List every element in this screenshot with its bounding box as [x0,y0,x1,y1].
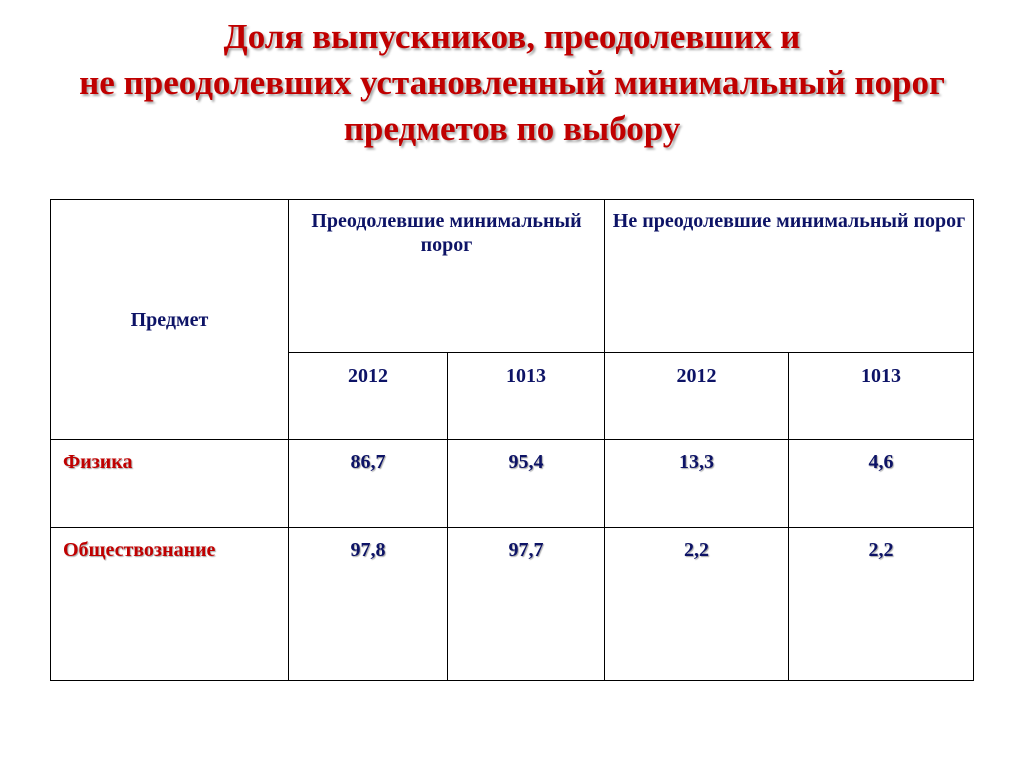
table-row: Обществознание 97,8 97,7 2,2 2,2 [50,527,974,681]
table-header-row: Предмет Преодолевшие минимальный порог Н… [50,199,974,440]
year-header-failed-2012: 2012 [604,352,789,440]
table-row: Физика 86,7 95,4 13,3 4,6 [50,439,974,528]
title-line-1: Доля выпускников, преодолевших и [223,17,801,56]
subject-cell: Физика [50,439,289,528]
subject-header-label: Предмет [130,308,209,331]
year-header-failed-1013: 1013 [788,352,974,440]
subject-header-cell: Предмет [50,199,289,440]
value-cell: 13,3 [604,439,789,528]
slide-title: Доля выпускников, преодолевших и не прео… [0,14,1024,152]
value-cell: 97,7 [447,527,605,681]
value-cell: 86,7 [288,439,448,528]
value-cell: 95,4 [447,439,605,528]
table-year-row: 2012 1013 2012 1013 [51,352,974,440]
failed-group-header: Не преодолевшие минимальный порог [604,199,974,353]
title-line-3: предметов по выбору [343,109,681,148]
year-header-passed-2012: 2012 [288,352,448,440]
passed-group-header: Преодолевшие минимальный порог [288,199,605,353]
results-table: Предмет Преодолевшие минимальный порог Н… [50,199,974,681]
value-cell: 97,8 [288,527,448,681]
year-header-passed-1013: 1013 [447,352,605,440]
title-line-2: не преодолевших установленный минимальны… [79,63,945,102]
subject-cell: Обществознание [50,527,289,681]
value-cell: 2,2 [788,527,974,681]
value-cell: 4,6 [788,439,974,528]
value-cell: 2,2 [604,527,789,681]
